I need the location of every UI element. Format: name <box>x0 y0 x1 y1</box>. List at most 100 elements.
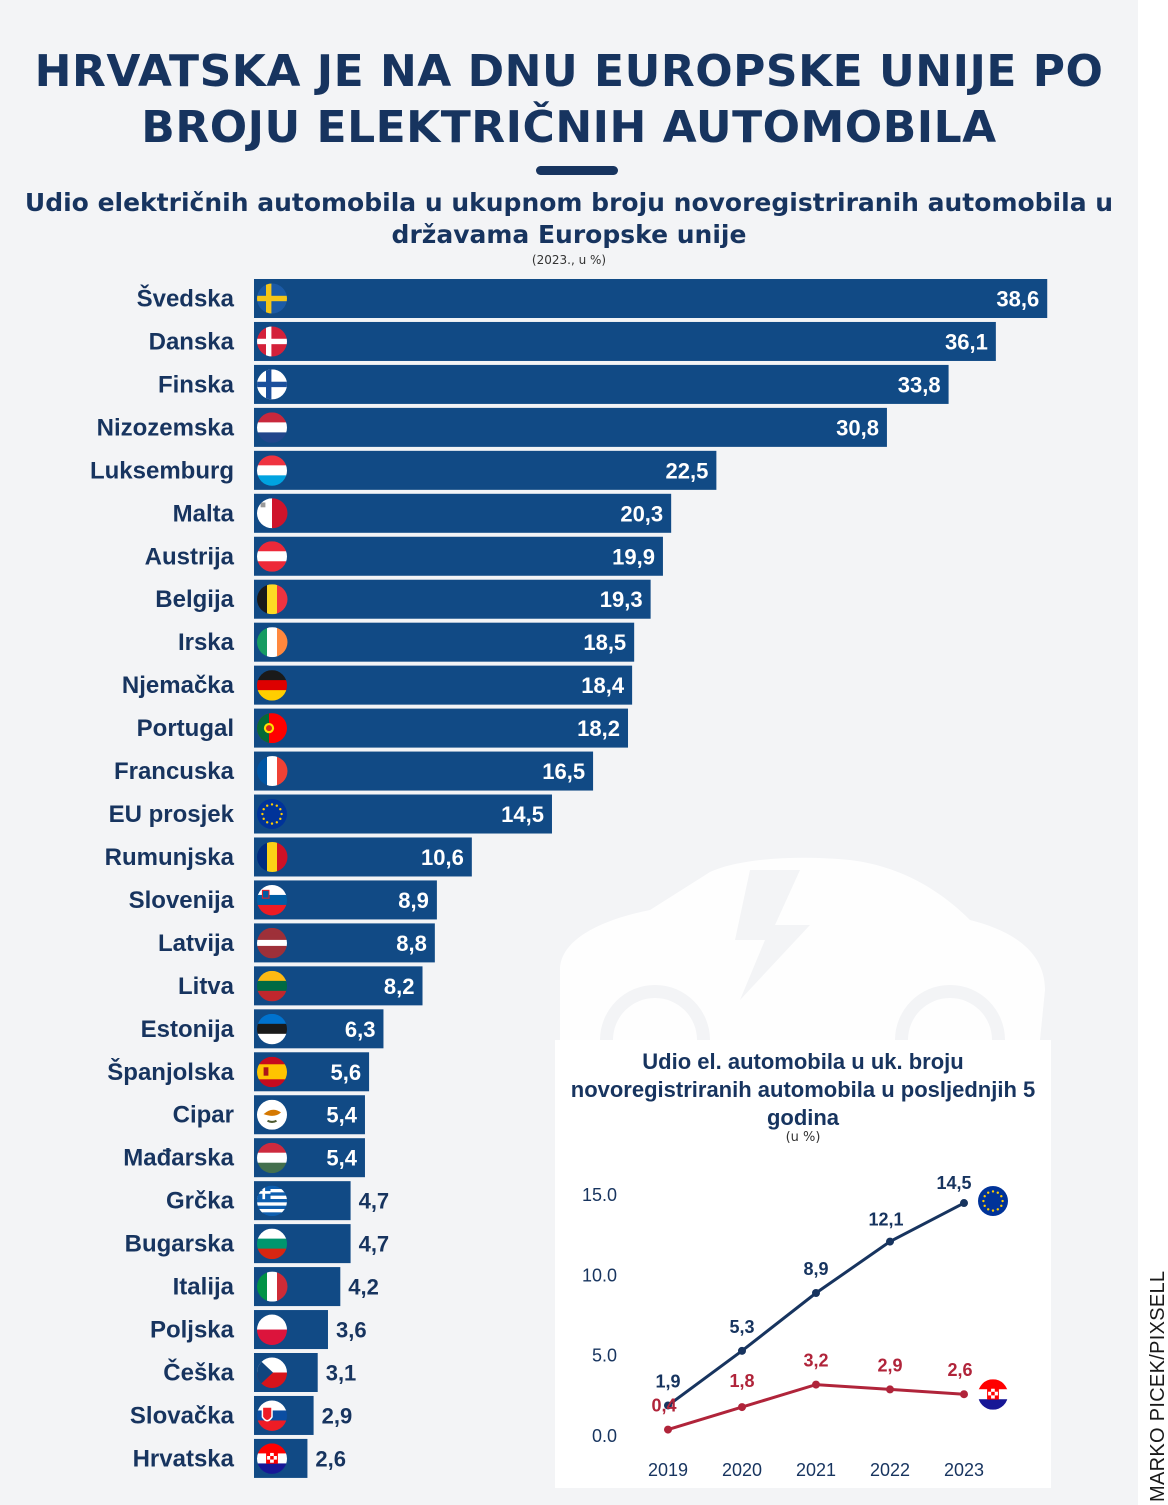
unit-note: (2023., u %) <box>531 253 607 267</box>
value-label: 3,1 <box>326 1361 357 1386</box>
value-label: 18,2 <box>577 716 620 741</box>
y-tick-label: 15.0 <box>582 1185 617 1205</box>
value-label: 19,3 <box>600 587 643 612</box>
value-label: 14,5 <box>501 802 544 827</box>
category-label: Cipar <box>173 1102 234 1129</box>
value-label: 8,8 <box>396 931 427 956</box>
data-label: 2,9 <box>877 1355 902 1375</box>
bar <box>254 751 594 791</box>
bar <box>254 279 1048 318</box>
data-point <box>960 1199 968 1208</box>
bar <box>254 837 472 877</box>
trend-chart-title: Udio el. automobila u uk. broju novoregi… <box>570 1049 1036 1130</box>
category-label: Latvija <box>158 930 235 957</box>
value-label: 3,6 <box>336 1318 367 1343</box>
eu-flag-icon <box>257 799 287 830</box>
category-label: Poljska <box>150 1317 235 1344</box>
value-label: 5,4 <box>326 1103 357 1128</box>
page-title: HRVATSKA JE NA DNU EUROPSKE UNIJE PO BRO… <box>34 46 1104 153</box>
category-label: Portugal <box>137 715 234 742</box>
data-label: 14,5 <box>936 1173 971 1193</box>
value-label: 6,3 <box>345 1017 376 1042</box>
france-flag-icon <box>257 756 288 787</box>
ireland-flag-icon <box>257 627 288 658</box>
trend-chart-panel: Udio el. automobila u uk. broju novoregi… <box>555 1040 1051 1488</box>
belgium-flag-icon <box>257 584 288 615</box>
data-label: 1,8 <box>729 1371 754 1391</box>
data-point <box>664 1425 672 1434</box>
value-label: 8,9 <box>398 888 429 913</box>
slovakia-flag-icon <box>257 1400 287 1431</box>
lithuania-flag-icon <box>257 970 287 1002</box>
x-tick-label: 2021 <box>796 1460 836 1480</box>
spain-flag-icon <box>257 1056 287 1088</box>
bar <box>254 622 635 662</box>
value-label: 36,1 <box>945 329 988 354</box>
bar <box>254 450 717 490</box>
x-tick-label: 2019 <box>648 1460 688 1480</box>
austria-flag-icon <box>257 541 287 572</box>
data-point <box>960 1390 968 1399</box>
data-point <box>886 1385 894 1394</box>
category-label: EU prosjek <box>109 801 235 828</box>
bar <box>254 708 629 748</box>
line-chart: 0.0 5.0 10.0 15.0 2019 2020 2021 2022 2023 1,9 5,3… <box>582 1173 1008 1480</box>
category-label: Mađarska <box>123 1145 234 1172</box>
value-label: 4,7 <box>359 1232 390 1257</box>
data-point <box>738 1403 746 1412</box>
value-label: 33,8 <box>898 372 941 397</box>
photo-credit: MARKO PICEK/PIXSELL <box>1147 1270 1168 1502</box>
title-divider <box>536 166 618 175</box>
sweden-flag-icon <box>257 283 287 314</box>
category-label: Njemačka <box>122 672 235 699</box>
category-label: Litva <box>178 973 235 1000</box>
eu-flag-icon <box>978 1186 1008 1217</box>
y-tick-label: 5.0 <box>592 1346 617 1366</box>
category-label: Malta <box>173 500 235 527</box>
y-tick-label: 10.0 <box>582 1265 617 1285</box>
value-label: 4,7 <box>359 1189 390 1214</box>
poland-flag-icon <box>257 1314 287 1346</box>
data-point <box>886 1237 894 1246</box>
czechia-flag-icon <box>257 1357 287 1388</box>
chart-subtitle: Udio električnih automobila u ukupnom br… <box>24 188 1114 249</box>
data-label: 5,3 <box>729 1317 754 1337</box>
value-label: 38,6 <box>996 287 1039 312</box>
estonia-flag-icon <box>257 1013 287 1045</box>
cyprus-flag-icon <box>257 1099 287 1130</box>
value-label: 5,6 <box>330 1060 361 1085</box>
value-label: 16,5 <box>542 759 585 784</box>
category-label: Irska <box>178 629 235 656</box>
category-label: Italija <box>173 1274 235 1301</box>
bar <box>254 407 887 447</box>
data-label: 3,2 <box>803 1351 828 1371</box>
latvia-flag-icon <box>257 927 287 959</box>
category-label: Luksemburg <box>90 457 234 484</box>
value-label: 20,3 <box>620 501 663 526</box>
value-label: 2,6 <box>315 1446 346 1471</box>
category-label: Hrvatska <box>133 1445 235 1472</box>
bar <box>254 321 996 361</box>
data-point <box>738 1346 746 1355</box>
bar <box>254 364 949 404</box>
greece-flag-icon <box>257 1185 287 1217</box>
data-label: 2,6 <box>947 1360 972 1380</box>
data-point <box>812 1380 820 1389</box>
trend-chart-unit: (u %) <box>785 1130 821 1145</box>
category-label: Bugarska <box>125 1231 235 1258</box>
category-label: Slovačka <box>130 1402 235 1429</box>
data-label: 1,9 <box>655 1371 680 1391</box>
value-label: 2,9 <box>322 1403 353 1428</box>
data-label: 0,4 <box>651 1396 676 1416</box>
y-tick-label: 0.0 <box>592 1426 617 1446</box>
value-label: 18,5 <box>583 630 626 655</box>
data-label: 8,9 <box>803 1259 828 1279</box>
category-label: Rumunjska <box>105 844 235 871</box>
denmark-flag-icon <box>257 326 287 357</box>
x-tick-label: 2020 <box>722 1460 762 1480</box>
category-label: Danska <box>149 328 235 355</box>
bar <box>254 579 651 619</box>
value-label: 30,8 <box>836 415 879 440</box>
data-label: 12,1 <box>868 1210 903 1230</box>
category-label: Austrija <box>145 543 235 570</box>
